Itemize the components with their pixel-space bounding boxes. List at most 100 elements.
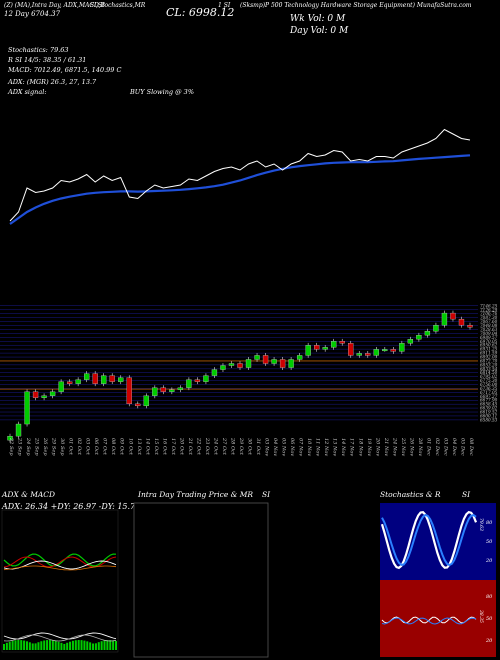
candle-body xyxy=(84,373,90,380)
date-tick-label: 06 Oct xyxy=(93,438,99,456)
macd-histogram-bar xyxy=(28,642,31,650)
candle-body xyxy=(24,391,30,425)
macd-histogram-bar xyxy=(51,640,54,650)
date-tick-label: 21 Oct xyxy=(187,437,193,456)
price-tick-label: 6600.11 xyxy=(480,413,497,418)
date-tick-label: 01 Dec xyxy=(425,438,431,456)
rsi-value-label: 38.35 xyxy=(478,610,484,623)
date-tick-label: 09 Oct xyxy=(119,438,125,456)
date-tick-label: 07 Oct xyxy=(102,438,108,456)
close-price-label: CL: 6998.12 xyxy=(166,6,235,19)
candle-body xyxy=(245,359,252,368)
date-tick-label: 23 Sep xyxy=(17,437,23,456)
price-tick-label: 6911.59 xyxy=(480,351,498,356)
macd-histogram-bar xyxy=(89,642,92,650)
price-tick-label: 6580.53 xyxy=(480,417,498,422)
price-tick-label: 6872.70 xyxy=(480,358,498,363)
date-tick-label: 29 Oct xyxy=(238,437,244,456)
macd-histogram-bar xyxy=(8,641,11,650)
week-volume: Wk Vol: 0 M xyxy=(290,14,346,24)
macd-histogram-bar xyxy=(69,641,72,650)
candle-body xyxy=(356,353,362,356)
date-tick-label: 30 Oct xyxy=(247,438,253,456)
candle-body xyxy=(339,341,345,344)
price-tick-label: 6756.00 xyxy=(480,382,498,387)
macd-histogram-bar xyxy=(11,640,14,650)
date-tick-label: 25 Nov xyxy=(400,437,406,456)
price-tick-label: 6970.05 xyxy=(480,339,498,344)
date-tick-label: 11 Nov xyxy=(315,438,321,456)
macd-histogram-bar xyxy=(97,642,100,650)
adx-panel-frame xyxy=(1,509,119,653)
macd-histogram-bar xyxy=(5,642,8,650)
line-layer xyxy=(9,128,471,225)
date-tick-label: 17 Oct xyxy=(170,438,176,456)
price-tick-label: 7126.29 xyxy=(480,307,498,312)
candle-body xyxy=(314,345,320,350)
date-tick-label: 17 Nov xyxy=(349,438,355,456)
candle-body xyxy=(407,339,414,344)
candle-body xyxy=(433,325,439,332)
stoch-value-label: 79.63 xyxy=(478,518,484,531)
macd-histogram-bar xyxy=(80,640,83,650)
candle-body xyxy=(237,363,243,368)
date-tick-label: 26 Nov xyxy=(408,437,414,456)
date-tick-label: 03 Dec xyxy=(442,438,448,456)
date-tick-label: 06 Nov xyxy=(289,438,295,456)
header-left-line-1: (Z) (MA),Intra Day, ADX,MACD,B xyxy=(4,2,105,9)
macd-histogram-bar xyxy=(63,643,66,650)
date-tick-label: 27 Oct xyxy=(221,437,227,456)
adx-readout: ADX: (MGR) 26.3, 27, 13.7 xyxy=(8,78,97,86)
candle-body xyxy=(169,389,175,392)
candle-body xyxy=(305,345,311,356)
indicator-panels: 80 50 20 80 50 20 79.63 38.35 xyxy=(1,502,496,658)
date-tick-label: 24 Nov xyxy=(391,437,397,456)
chart-title: (Sksmp)P 500 Technology Hardware Storage… xyxy=(240,2,472,9)
date-tick-label: 02 Oct xyxy=(76,438,82,456)
date-tick-label: 24 Sep xyxy=(25,437,31,456)
macd-histogram-bar xyxy=(94,643,97,650)
candle-body xyxy=(186,379,192,388)
minus-di-line xyxy=(3,556,117,568)
stochastic-k-line xyxy=(380,510,478,570)
price-tick-label: 6892.00 xyxy=(480,355,498,360)
candle-body xyxy=(441,312,448,326)
date-tick-label: 14 Nov xyxy=(340,438,346,456)
candle-body xyxy=(271,359,277,364)
price-tick-label: 6639.02 xyxy=(480,406,498,411)
candle-body xyxy=(228,363,235,366)
price-tick-label: 7028.63 xyxy=(480,327,498,332)
date-tick-label: 05 Nov xyxy=(281,438,287,456)
stoch-tick-20: 20 xyxy=(485,558,493,564)
rsi-lines xyxy=(381,616,477,625)
date-tick-label: 07 Nov xyxy=(298,438,304,456)
adx-signal-label: ADX signal: xyxy=(8,88,47,96)
candle-body xyxy=(458,318,465,326)
candle-body xyxy=(32,391,39,398)
price-tick-label: 6775.30 xyxy=(480,378,498,383)
adx-signal-value: BUY Slowing @ 3% xyxy=(130,88,194,96)
candle-body xyxy=(416,335,422,340)
macd-histogram-bar xyxy=(115,640,117,650)
price-tick-label: 6795.02 xyxy=(480,374,498,379)
macd-histogram-bar xyxy=(34,643,37,650)
main-price-chart: 7146.257126.297106.767087.307067.607048.… xyxy=(0,128,498,456)
candle-body xyxy=(220,365,226,370)
price-tick-label: 7146.25 xyxy=(480,303,498,308)
rsi-signal-line xyxy=(381,617,477,625)
date-tick-label: 03 Oct xyxy=(85,438,91,456)
price-tick-label: 7048.08 xyxy=(480,323,498,328)
stoch-panel-right: SI xyxy=(462,490,471,499)
moving-average-line xyxy=(9,154,471,225)
stoch-panel-title: Stochastics & R xyxy=(380,490,441,499)
candle-body xyxy=(92,373,98,384)
date-tick-label: 01 Oct xyxy=(68,438,74,456)
date-tick-label: 03 Nov xyxy=(264,438,270,456)
candle-body xyxy=(177,387,184,390)
price-tick-label: 6697.27 xyxy=(480,394,498,399)
macd-signal-line xyxy=(3,634,117,642)
candle-body xyxy=(262,355,269,364)
macd-histogram-bar xyxy=(17,640,20,650)
date-tick-label: 28 Oct xyxy=(229,437,235,456)
adx-lines xyxy=(3,553,117,650)
